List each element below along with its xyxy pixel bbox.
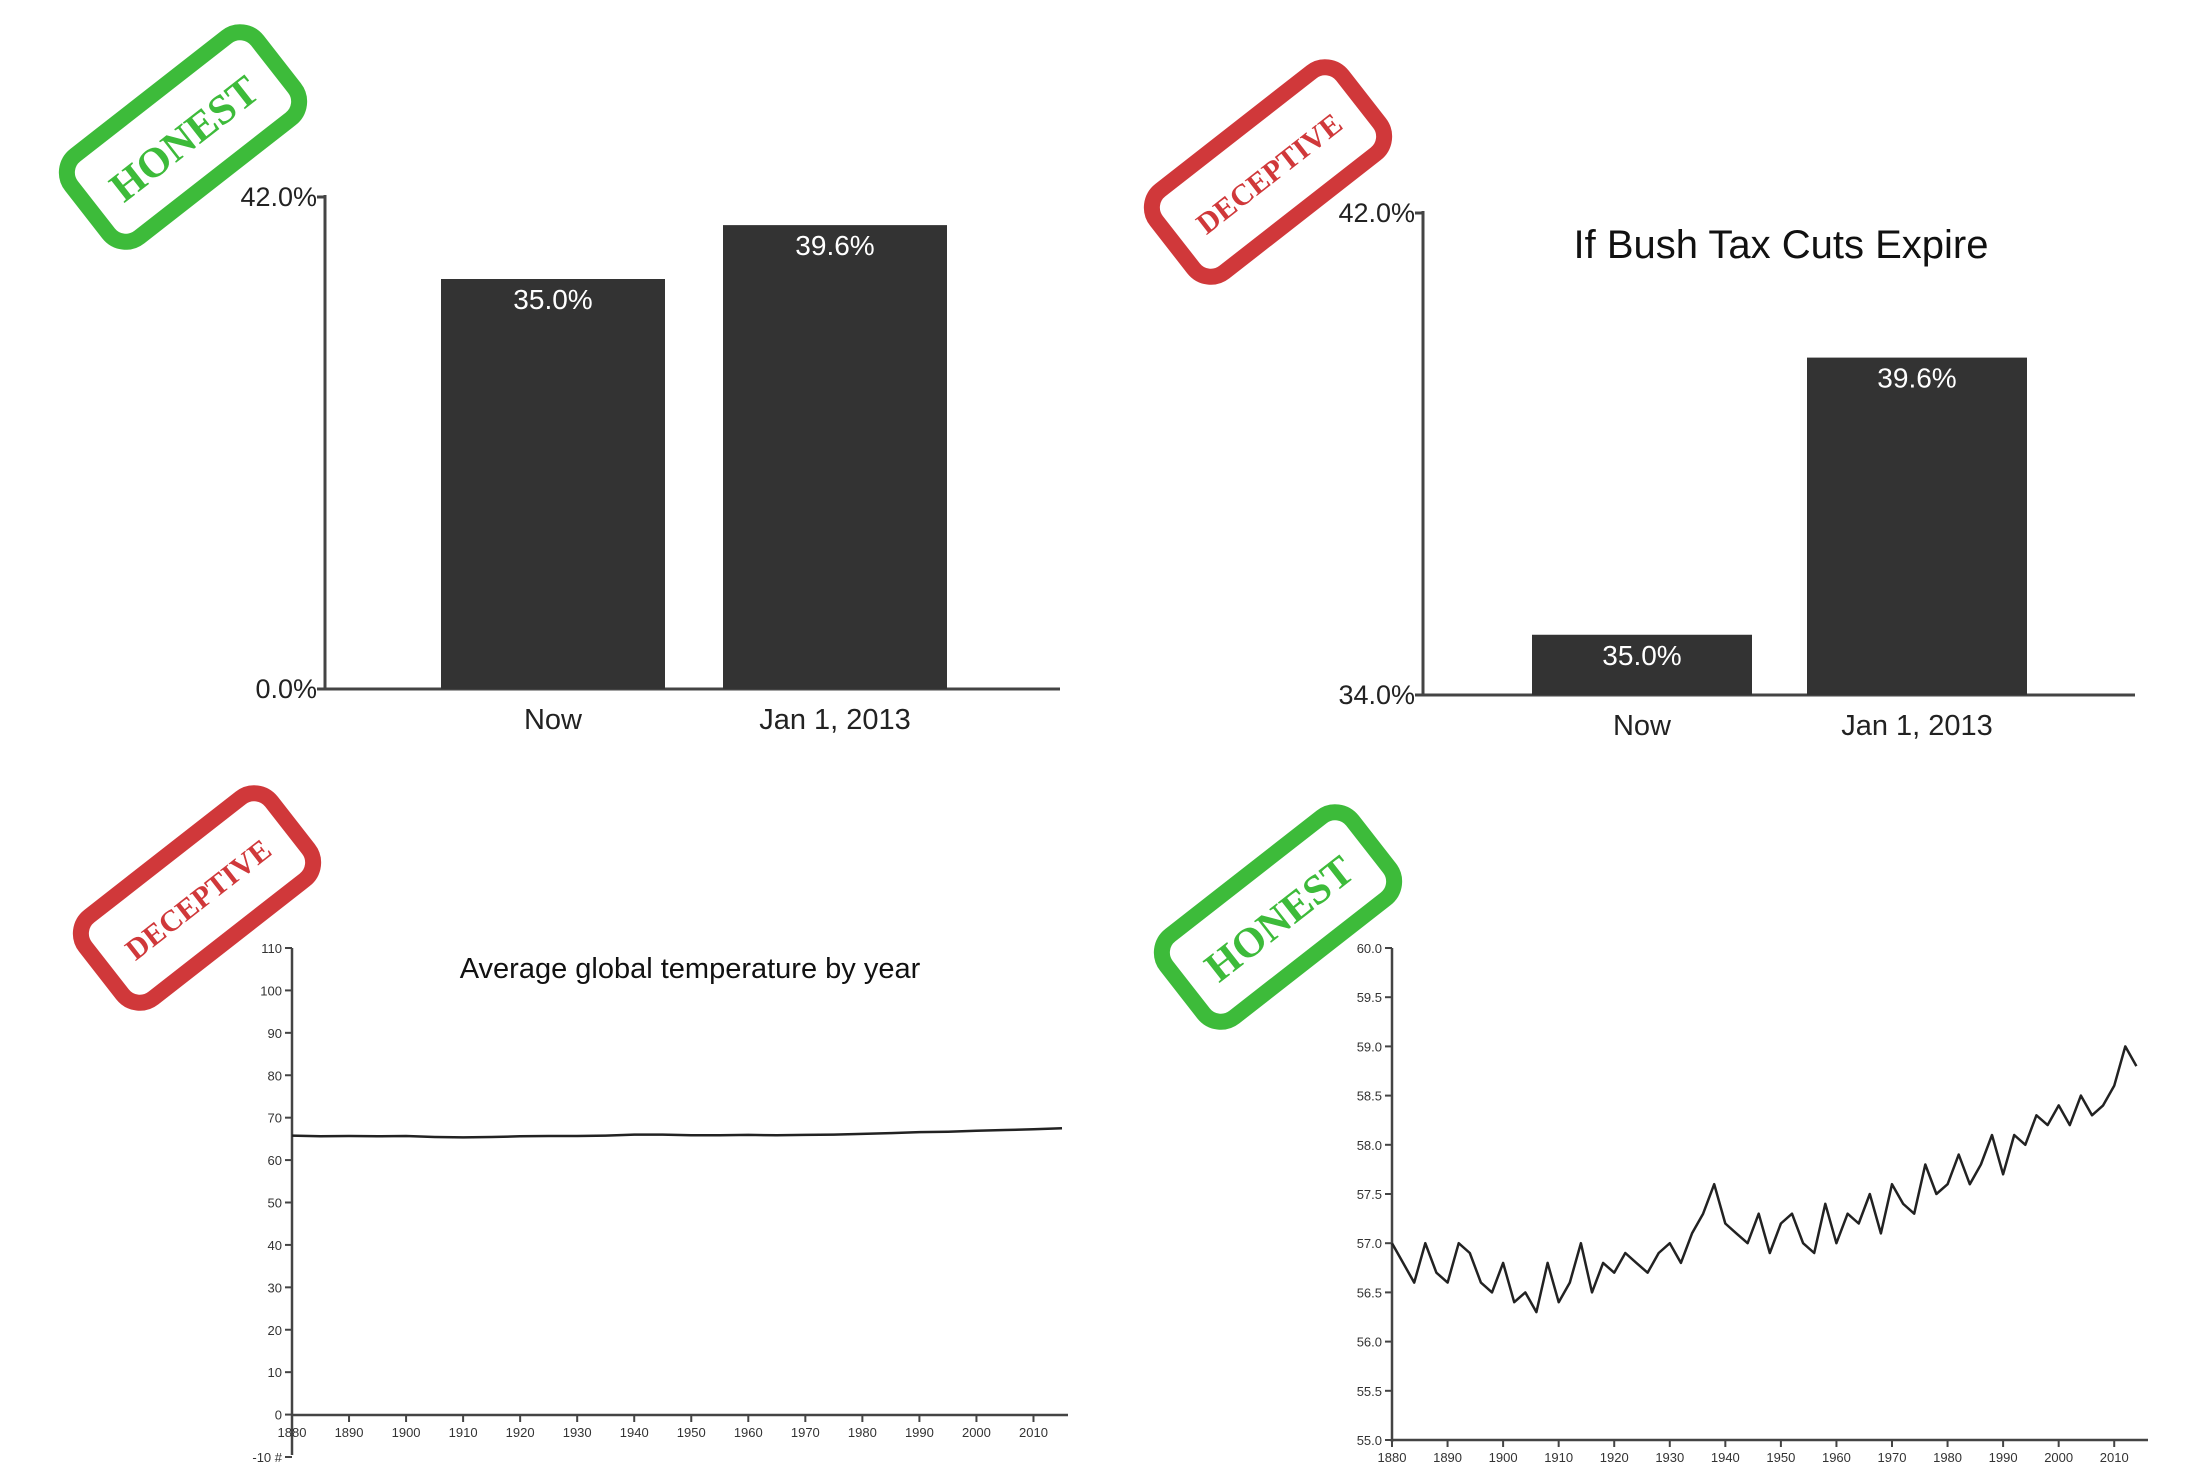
honest-stamp-border bbox=[58, 24, 308, 250]
x-tick-label: 1990 bbox=[1989, 1450, 2018, 1465]
x-tick-label: 1890 bbox=[335, 1425, 364, 1440]
y-tick-label: 70 bbox=[268, 1111, 282, 1126]
y-tick-label: 60.0 bbox=[1357, 941, 1382, 956]
x-tick-label: 1960 bbox=[1822, 1450, 1851, 1465]
x-tick-label: 1980 bbox=[848, 1425, 877, 1440]
y-tick-label: 90 bbox=[268, 1026, 282, 1041]
bar bbox=[441, 279, 665, 689]
y-tick-label: 57.5 bbox=[1357, 1187, 1382, 1202]
x-tick-label: 1880 bbox=[278, 1425, 307, 1440]
x-tick-label: 1940 bbox=[620, 1425, 649, 1440]
deceptive-stamp-label: DECEPTIVE bbox=[119, 833, 277, 967]
x-tick-label: Now bbox=[1613, 710, 1672, 742]
x-tick-label: Now bbox=[524, 704, 583, 736]
x-tick-label: 1910 bbox=[449, 1425, 478, 1440]
x-tick-label: 1920 bbox=[1600, 1450, 1629, 1465]
deceptive-stamp-label: DECEPTIVE bbox=[1190, 107, 1348, 241]
x-tick-label: 1950 bbox=[677, 1425, 706, 1440]
y-tick-label: 56.5 bbox=[1357, 1285, 1382, 1300]
deceptive-bar-plot: 42.0% 34.0% 35.0% Now 39.6% Jan 1, 2013 bbox=[1338, 198, 2135, 742]
bar bbox=[1807, 357, 2027, 695]
y-tick-label: 56.0 bbox=[1357, 1335, 1382, 1350]
deceptive-stamp-border bbox=[1143, 59, 1393, 285]
x-tick-label: 1910 bbox=[1544, 1450, 1573, 1465]
x-tick-label: 1950 bbox=[1766, 1450, 1795, 1465]
bar-value-label: 35.0% bbox=[513, 284, 592, 315]
honest-bar-chart-panel: 42.0% 0.0% 35.0% Now 39.6% Jan 1, 2013 HONEST bbox=[58, 24, 1060, 736]
data-series-line bbox=[1390, 1045, 2138, 1314]
y-tick-label: 42.0% bbox=[240, 182, 317, 212]
data-series-line bbox=[291, 1126, 1063, 1139]
bar bbox=[723, 225, 947, 689]
y-tick-label: 10 bbox=[268, 1365, 282, 1380]
y-tick-label: 59.0 bbox=[1357, 1039, 1382, 1054]
y-tick-label: 55.5 bbox=[1357, 1384, 1382, 1399]
honest-stamp-label: HONEST bbox=[1197, 847, 1363, 991]
y-tick-label: 59.5 bbox=[1357, 990, 1382, 1005]
y-tick-label: 42.0% bbox=[1338, 198, 1415, 228]
y-tick-label: -10 # bbox=[252, 1450, 282, 1465]
x-tick-label: 1890 bbox=[1433, 1450, 1462, 1465]
x-tick-label: Jan 1, 2013 bbox=[1841, 710, 1993, 742]
deceptive-stamp: DECEPTIVE bbox=[1143, 59, 1393, 285]
chart-title: If Bush Tax Cuts Expire bbox=[1574, 223, 1989, 267]
x-tick-label: 2010 bbox=[1019, 1425, 1048, 1440]
y-tick-label: 100 bbox=[260, 983, 282, 998]
y-tick-label: 57.0 bbox=[1357, 1236, 1382, 1251]
x-tick-label: 1930 bbox=[563, 1425, 592, 1440]
honest-line-chart-panel: 60.0 59.5 59.0 58.5 58.0 57.5 57.0 56.5 56.0 55.5… bbox=[1153, 804, 2148, 1465]
x-tick-label: 1970 bbox=[1878, 1450, 1907, 1465]
deceptive-bar-chart-panel: If Bush Tax Cuts Expire 42.0% 34.0% 35.0% N… bbox=[1143, 59, 2135, 742]
y-tick-label: 34.0% bbox=[1338, 680, 1415, 710]
honest-stamp: HONEST bbox=[58, 24, 308, 250]
x-tick-label: 2000 bbox=[2044, 1450, 2073, 1465]
y-tick-label: 40 bbox=[268, 1238, 282, 1253]
honest-bar-plot: 42.0% 0.0% 35.0% Now 39.6% Jan 1, 2013 bbox=[240, 182, 1060, 736]
y-tick-label: 50 bbox=[268, 1196, 282, 1211]
deceptive-stamp: DECEPTIVE bbox=[72, 785, 322, 1011]
y-tick-label: 80 bbox=[268, 1068, 282, 1083]
y-tick-label: 20 bbox=[268, 1323, 282, 1338]
bar-value-label: 35.0% bbox=[1602, 640, 1681, 671]
x-tick-label: 2000 bbox=[962, 1425, 991, 1440]
y-tick-label: 60 bbox=[268, 1153, 282, 1168]
y-tick-label: 110 bbox=[261, 941, 282, 956]
deceptive-stamp-border bbox=[72, 785, 322, 1011]
y-tick-label: 0.0% bbox=[255, 674, 317, 704]
y-tick-label: 30 bbox=[268, 1280, 282, 1295]
honest-stamp-border bbox=[1153, 804, 1403, 1030]
x-tick-label: 1970 bbox=[791, 1425, 820, 1440]
x-tick-label: 1900 bbox=[392, 1425, 421, 1440]
y-tick-label: 58.0 bbox=[1357, 1138, 1382, 1153]
y-tick-label: 58.5 bbox=[1357, 1089, 1382, 1104]
x-tick-label: 1880 bbox=[1378, 1450, 1407, 1465]
x-tick-label: 1980 bbox=[1933, 1450, 1962, 1465]
deceptive-line-chart-panel: Average global temperature by year 110 10… bbox=[72, 785, 1068, 1465]
bar-value-label: 39.6% bbox=[795, 230, 874, 261]
bar bbox=[1532, 634, 1752, 695]
x-tick-label: 1940 bbox=[1711, 1450, 1740, 1465]
bar-value-label: 39.6% bbox=[1877, 363, 1956, 394]
y-tick-label: 55.0 bbox=[1357, 1433, 1382, 1448]
x-tick-label: 1920 bbox=[506, 1425, 535, 1440]
x-tick-label: 2010 bbox=[2100, 1450, 2129, 1465]
x-tick-label: 1930 bbox=[1655, 1450, 1684, 1465]
chart-title: Average global temperature by year bbox=[460, 953, 921, 985]
honest-line-plot: 60.0 59.5 59.0 58.5 58.0 57.5 57.0 56.5 56.0 55.5… bbox=[1357, 941, 2148, 1465]
x-tick-label: Jan 1, 2013 bbox=[759, 704, 911, 736]
x-tick-label: 1900 bbox=[1489, 1450, 1518, 1465]
x-tick-label: 1990 bbox=[905, 1425, 934, 1440]
y-tick-label: 0 bbox=[275, 1408, 282, 1423]
x-tick-label: 1960 bbox=[734, 1425, 763, 1440]
